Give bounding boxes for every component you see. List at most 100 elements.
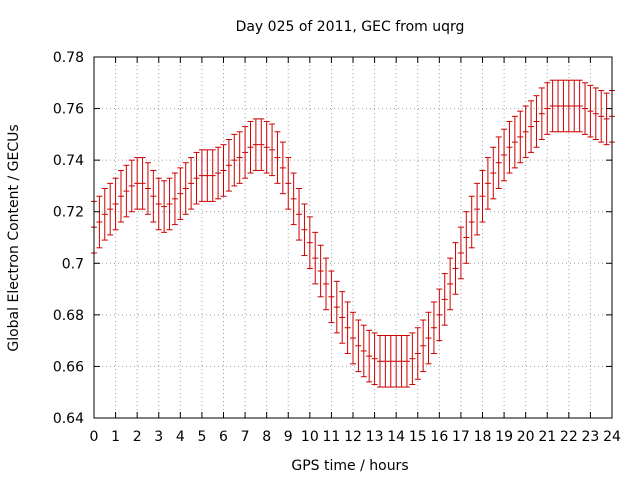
error-bar-point bbox=[479, 169, 486, 223]
x-tick-label: 0 bbox=[90, 429, 99, 445]
error-bar-point bbox=[296, 188, 303, 241]
error-bar-point bbox=[193, 151, 200, 205]
error-bar-point bbox=[414, 327, 421, 380]
x-tick-label: 5 bbox=[197, 429, 206, 445]
x-tick-label: 16 bbox=[430, 429, 448, 445]
error-bar-point bbox=[555, 79, 562, 133]
error-bar-point bbox=[576, 79, 583, 133]
error-bar-point bbox=[560, 79, 567, 133]
error-bar-point bbox=[215, 146, 222, 200]
x-tick-label: 1 bbox=[111, 429, 120, 445]
error-bar-point bbox=[339, 291, 346, 344]
x-tick-label: 22 bbox=[560, 429, 578, 445]
error-bar-point bbox=[544, 82, 551, 135]
error-bar-point bbox=[371, 332, 378, 385]
error-bar-point bbox=[463, 211, 470, 264]
error-bar-point bbox=[582, 82, 589, 135]
error-bar-point bbox=[528, 100, 535, 153]
error-bar-point bbox=[333, 280, 340, 334]
error-bar-point bbox=[598, 90, 605, 143]
y-tick-label: 0.76 bbox=[53, 102, 84, 118]
error-bar-point bbox=[161, 180, 168, 233]
error-bar-point bbox=[565, 79, 572, 133]
error-bar-point bbox=[312, 231, 319, 285]
error-bar-point bbox=[96, 195, 103, 249]
error-bar-point bbox=[258, 118, 265, 171]
error-bar-point bbox=[430, 301, 437, 355]
x-tick-label: 8 bbox=[262, 429, 271, 445]
error-bar-point bbox=[393, 334, 400, 388]
error-bar-point bbox=[177, 167, 184, 220]
error-bar-point bbox=[468, 195, 475, 249]
error-bar-point bbox=[366, 329, 373, 383]
x-tick-label: 18 bbox=[474, 429, 492, 445]
error-bar-point bbox=[484, 157, 491, 210]
x-tick-label: 15 bbox=[409, 429, 427, 445]
error-bar-point bbox=[436, 288, 443, 342]
x-tick-label: 24 bbox=[603, 429, 621, 445]
error-bar-point bbox=[517, 110, 524, 164]
error-bar-point bbox=[420, 319, 427, 373]
error-bar-point bbox=[376, 334, 383, 388]
error-bar-point bbox=[501, 128, 508, 182]
error-bar-point bbox=[101, 188, 108, 241]
error-bar-point bbox=[188, 157, 195, 210]
error-bar-point bbox=[495, 136, 502, 190]
error-bar-point bbox=[150, 169, 157, 223]
x-tick-label: 7 bbox=[241, 429, 250, 445]
x-axis-label: GPS time / hours bbox=[291, 458, 408, 474]
error-bar-point bbox=[209, 149, 216, 202]
error-bar-point bbox=[403, 334, 410, 388]
error-bar-point bbox=[171, 172, 178, 226]
error-bar-point bbox=[592, 87, 599, 141]
error-bar-point bbox=[144, 162, 151, 215]
data-series bbox=[91, 79, 615, 388]
error-bar-point bbox=[538, 87, 545, 141]
chart-title: Day 025 of 2011, GEC from uqrg bbox=[236, 19, 465, 35]
error-bar-point bbox=[198, 149, 205, 202]
y-tick-label: 0.78 bbox=[53, 50, 84, 66]
error-bar-point bbox=[231, 133, 238, 187]
error-bar-point bbox=[225, 139, 232, 192]
x-tick-label: 13 bbox=[366, 429, 384, 445]
error-bar-point bbox=[269, 123, 276, 177]
x-tick-label: 21 bbox=[538, 429, 556, 445]
error-bar-point bbox=[511, 115, 518, 169]
error-bar-point bbox=[220, 144, 227, 197]
y-tick-label: 0.72 bbox=[53, 205, 84, 221]
error-bar-point bbox=[425, 311, 432, 365]
error-bar-point bbox=[441, 273, 448, 326]
error-bar-point bbox=[247, 120, 254, 174]
x-tick-label: 3 bbox=[154, 429, 163, 445]
x-tick-label: 23 bbox=[582, 429, 600, 445]
y-tick-label: 0.74 bbox=[53, 153, 84, 169]
error-bar-point bbox=[398, 334, 405, 388]
x-tick-label: 12 bbox=[344, 429, 362, 445]
x-tick-label: 19 bbox=[495, 429, 513, 445]
error-bar-point bbox=[344, 301, 351, 355]
error-bar-point bbox=[274, 131, 281, 184]
error-bar-point bbox=[603, 92, 610, 146]
y-tick-label: 0.7 bbox=[62, 256, 84, 272]
error-bar-point bbox=[355, 319, 362, 373]
error-bar-point bbox=[242, 126, 249, 179]
error-bar-point bbox=[571, 79, 578, 133]
y-tick-label: 0.66 bbox=[53, 359, 84, 375]
error-bar-point bbox=[457, 226, 464, 280]
x-tick-label: 17 bbox=[452, 429, 470, 445]
x-tick-label: 20 bbox=[517, 429, 535, 445]
error-bar-point bbox=[474, 182, 481, 236]
error-bar-point bbox=[117, 169, 124, 223]
error-bar-point bbox=[452, 242, 459, 295]
error-bar-point bbox=[490, 146, 497, 200]
error-bar-point bbox=[236, 131, 243, 184]
error-bar-point bbox=[134, 157, 141, 210]
error-bar-point bbox=[128, 159, 135, 213]
error-bar-point bbox=[587, 84, 594, 138]
error-bar-point bbox=[506, 120, 513, 174]
error-bar-point bbox=[350, 311, 356, 365]
error-bar-point bbox=[263, 120, 270, 174]
error-bar-point bbox=[317, 244, 324, 298]
x-tick-label: 11 bbox=[323, 429, 341, 445]
